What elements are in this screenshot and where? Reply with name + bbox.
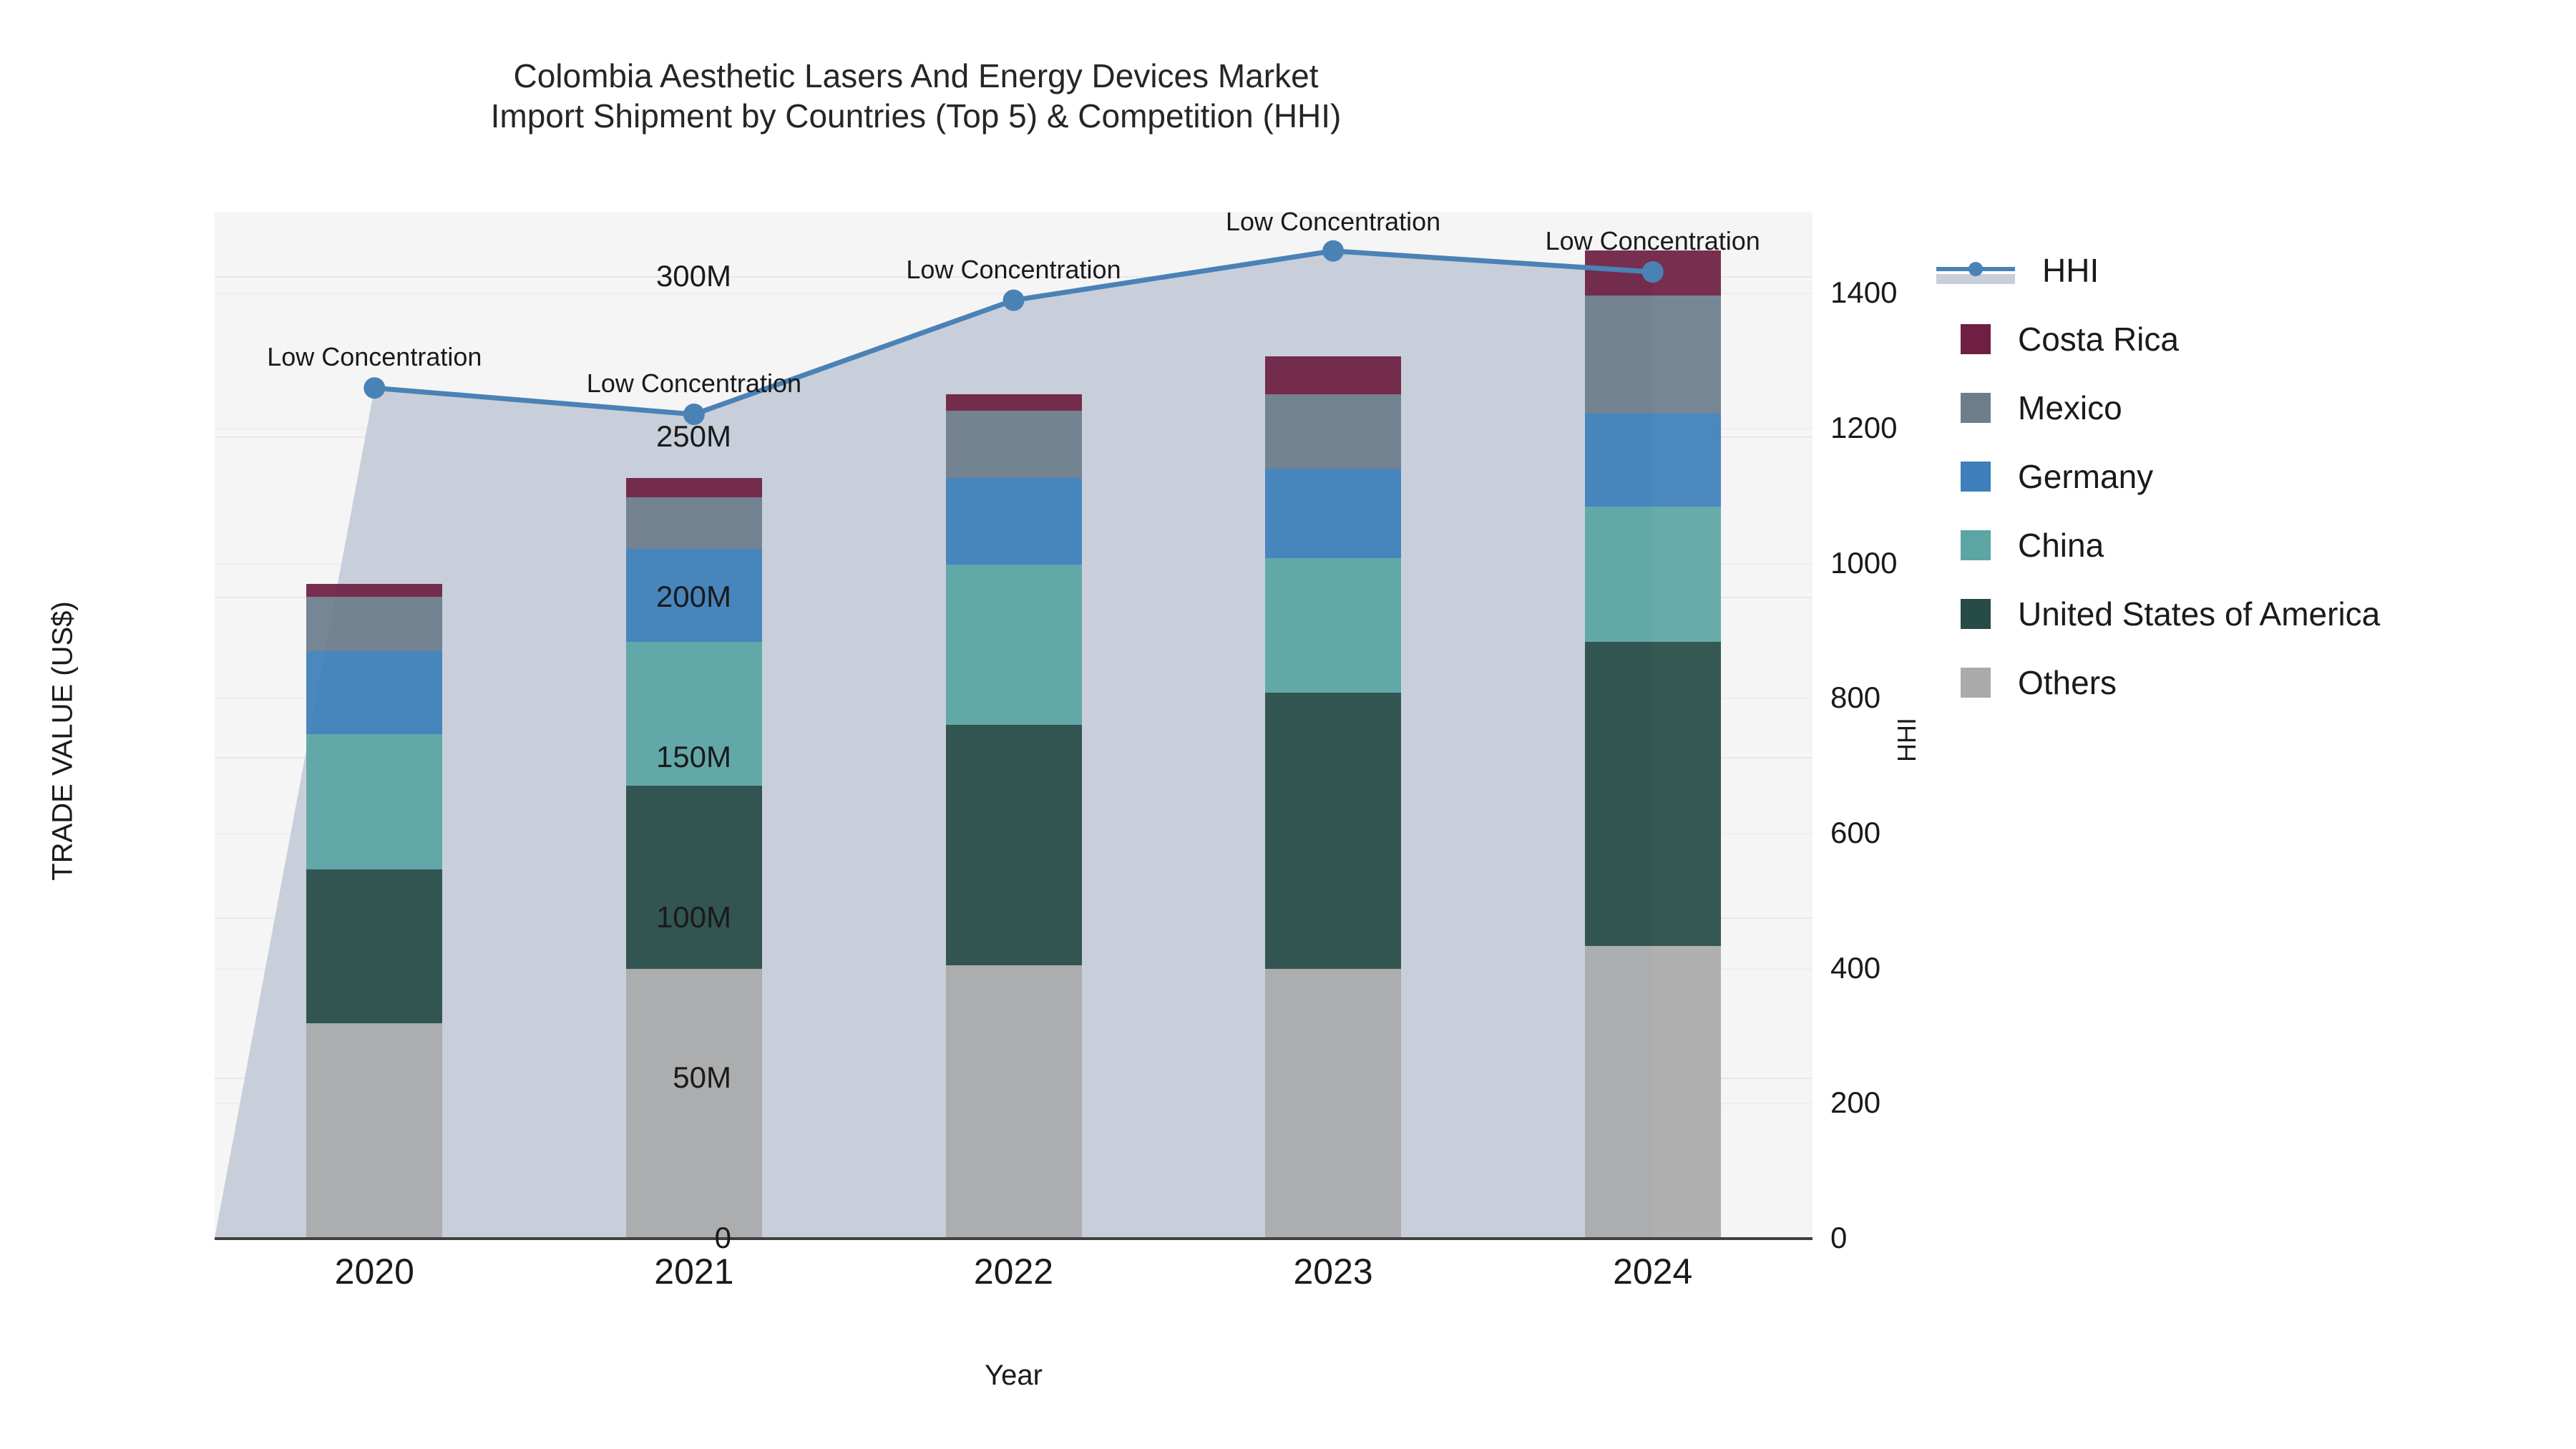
legend-line-swatch	[1936, 255, 2015, 286]
bar-segment[interactable]	[306, 1023, 443, 1238]
y-axis-right-tick: 600	[1830, 815, 1881, 849]
legend-color-swatch	[1961, 393, 1991, 423]
x-axis-tick: 2020	[334, 1252, 414, 1292]
bar-group[interactable]	[1265, 212, 1402, 1238]
bar-segment[interactable]	[625, 477, 762, 497]
y-axis-left-tick: 250M	[655, 419, 731, 453]
bar-segment[interactable]	[1265, 468, 1402, 558]
bar-segment[interactable]	[306, 596, 443, 651]
legend-label: China	[2018, 527, 2104, 564]
bar-segment[interactable]	[1265, 693, 1402, 969]
legend-item[interactable]: China	[1961, 511, 2562, 580]
hhi-annotation: Low Concentration	[586, 369, 801, 399]
x-axis-tick: 2023	[1293, 1252, 1373, 1292]
legend: HHI Costa Rica Mexico Germany China United St…	[1936, 236, 2562, 717]
legend-color-swatch	[1961, 462, 1991, 492]
bar-segment[interactable]	[1584, 641, 1721, 947]
hhi-annotation: Low Concentration	[906, 254, 1121, 284]
bar-segment[interactable]	[625, 968, 762, 1238]
legend-color-swatch	[1961, 599, 1991, 629]
bar-segment[interactable]	[1584, 295, 1721, 414]
y-axis-left-tick: 50M	[673, 1060, 731, 1094]
y-axis-right-tick: 1200	[1830, 410, 1898, 444]
bar-segment[interactable]	[306, 869, 443, 1023]
y-axis-right-tick: 400	[1830, 950, 1881, 985]
page-title: Colombia Aesthetic Lasers And Energy Dev…	[490, 57, 1342, 135]
y-axis-left-tick: 150M	[655, 739, 731, 774]
y-axis-right-tick: 800	[1830, 680, 1881, 715]
legend-label: Costa Rica	[2018, 321, 2179, 358]
legend-color-swatch	[1961, 668, 1991, 698]
bar-segment[interactable]	[945, 965, 1082, 1238]
bar-segment[interactable]	[1265, 968, 1402, 1238]
x-axis-tick: 2021	[654, 1252, 734, 1292]
legend-label: United States of America	[2018, 595, 2381, 633]
legend-label: Germany	[2018, 458, 2154, 495]
bar-segment[interactable]	[945, 394, 1082, 411]
legend-label: Mexico	[2018, 389, 2122, 426]
x-axis-tick: 2024	[1613, 1252, 1693, 1292]
x-axis-label: Year	[985, 1360, 1043, 1391]
y-axis-left-tick: 100M	[655, 899, 731, 934]
y-axis-right-tick: 0	[1830, 1221, 1848, 1254]
y-axis-left-tick: 200M	[655, 579, 731, 613]
legend-area-fill	[1936, 274, 2015, 284]
legend-item[interactable]: Mexico	[1961, 374, 2562, 442]
bar-segment[interactable]	[1584, 414, 1721, 507]
bar-segment[interactable]	[1584, 946, 1721, 1238]
bar-group[interactable]	[625, 212, 762, 1238]
y-axis-right-tick: 1400	[1830, 275, 1898, 310]
bar-segment[interactable]	[1265, 356, 1402, 395]
bar-group[interactable]	[1584, 212, 1721, 1238]
y-axis-left-tick: 300M	[655, 258, 731, 293]
bar-segment[interactable]	[306, 583, 443, 597]
bar-segment[interactable]	[625, 786, 762, 969]
bar-group[interactable]	[306, 212, 443, 1238]
bar-segment[interactable]	[945, 477, 1082, 565]
bar-segment[interactable]	[1265, 394, 1402, 469]
bar-segment[interactable]	[625, 641, 762, 786]
legend-label: HHI	[2042, 252, 2099, 289]
bar-segment[interactable]	[945, 410, 1082, 478]
legend-item[interactable]: Germany	[1961, 442, 2562, 511]
bar-segment[interactable]	[1584, 250, 1721, 296]
legend-label: Others	[2018, 664, 2117, 701]
hhi-annotation: Low Concentration	[1226, 206, 1441, 236]
bar-segment[interactable]	[945, 725, 1082, 966]
legend-marker-dot	[1968, 262, 1983, 276]
hhi-annotation: Low Concentration	[267, 342, 482, 372]
y-axis-label-left: TRADE VALUE (US$)	[47, 601, 79, 881]
bar-segment[interactable]	[945, 564, 1082, 725]
legend-color-swatch	[1961, 530, 1991, 560]
y-axis-label-right: HHI	[1892, 718, 1921, 762]
legend-item[interactable]: Others	[1961, 648, 2562, 717]
bar-segment[interactable]	[1584, 507, 1721, 642]
bar-segment[interactable]	[625, 548, 762, 642]
bar-segment[interactable]	[306, 734, 443, 869]
y-axis-right-tick: 1000	[1830, 545, 1898, 580]
legend-item[interactable]: HHI	[1936, 236, 2562, 305]
bar-group[interactable]	[945, 212, 1082, 1238]
legend-item[interactable]: Costa Rica	[1961, 305, 2562, 374]
hhi-annotation: Low Concentration	[1545, 225, 1760, 255]
legend-item[interactable]: United States of America	[1961, 580, 2562, 648]
bar-segment[interactable]	[306, 650, 443, 735]
y-axis-left-tick: 0	[714, 1221, 731, 1254]
bar-segment[interactable]	[625, 497, 762, 549]
x-axis-line	[215, 1237, 1813, 1240]
x-axis-tick: 2022	[973, 1252, 1054, 1292]
bar-segment[interactable]	[1265, 557, 1402, 693]
legend-color-swatch	[1961, 324, 1991, 354]
y-axis-right-tick: 200	[1830, 1085, 1881, 1120]
